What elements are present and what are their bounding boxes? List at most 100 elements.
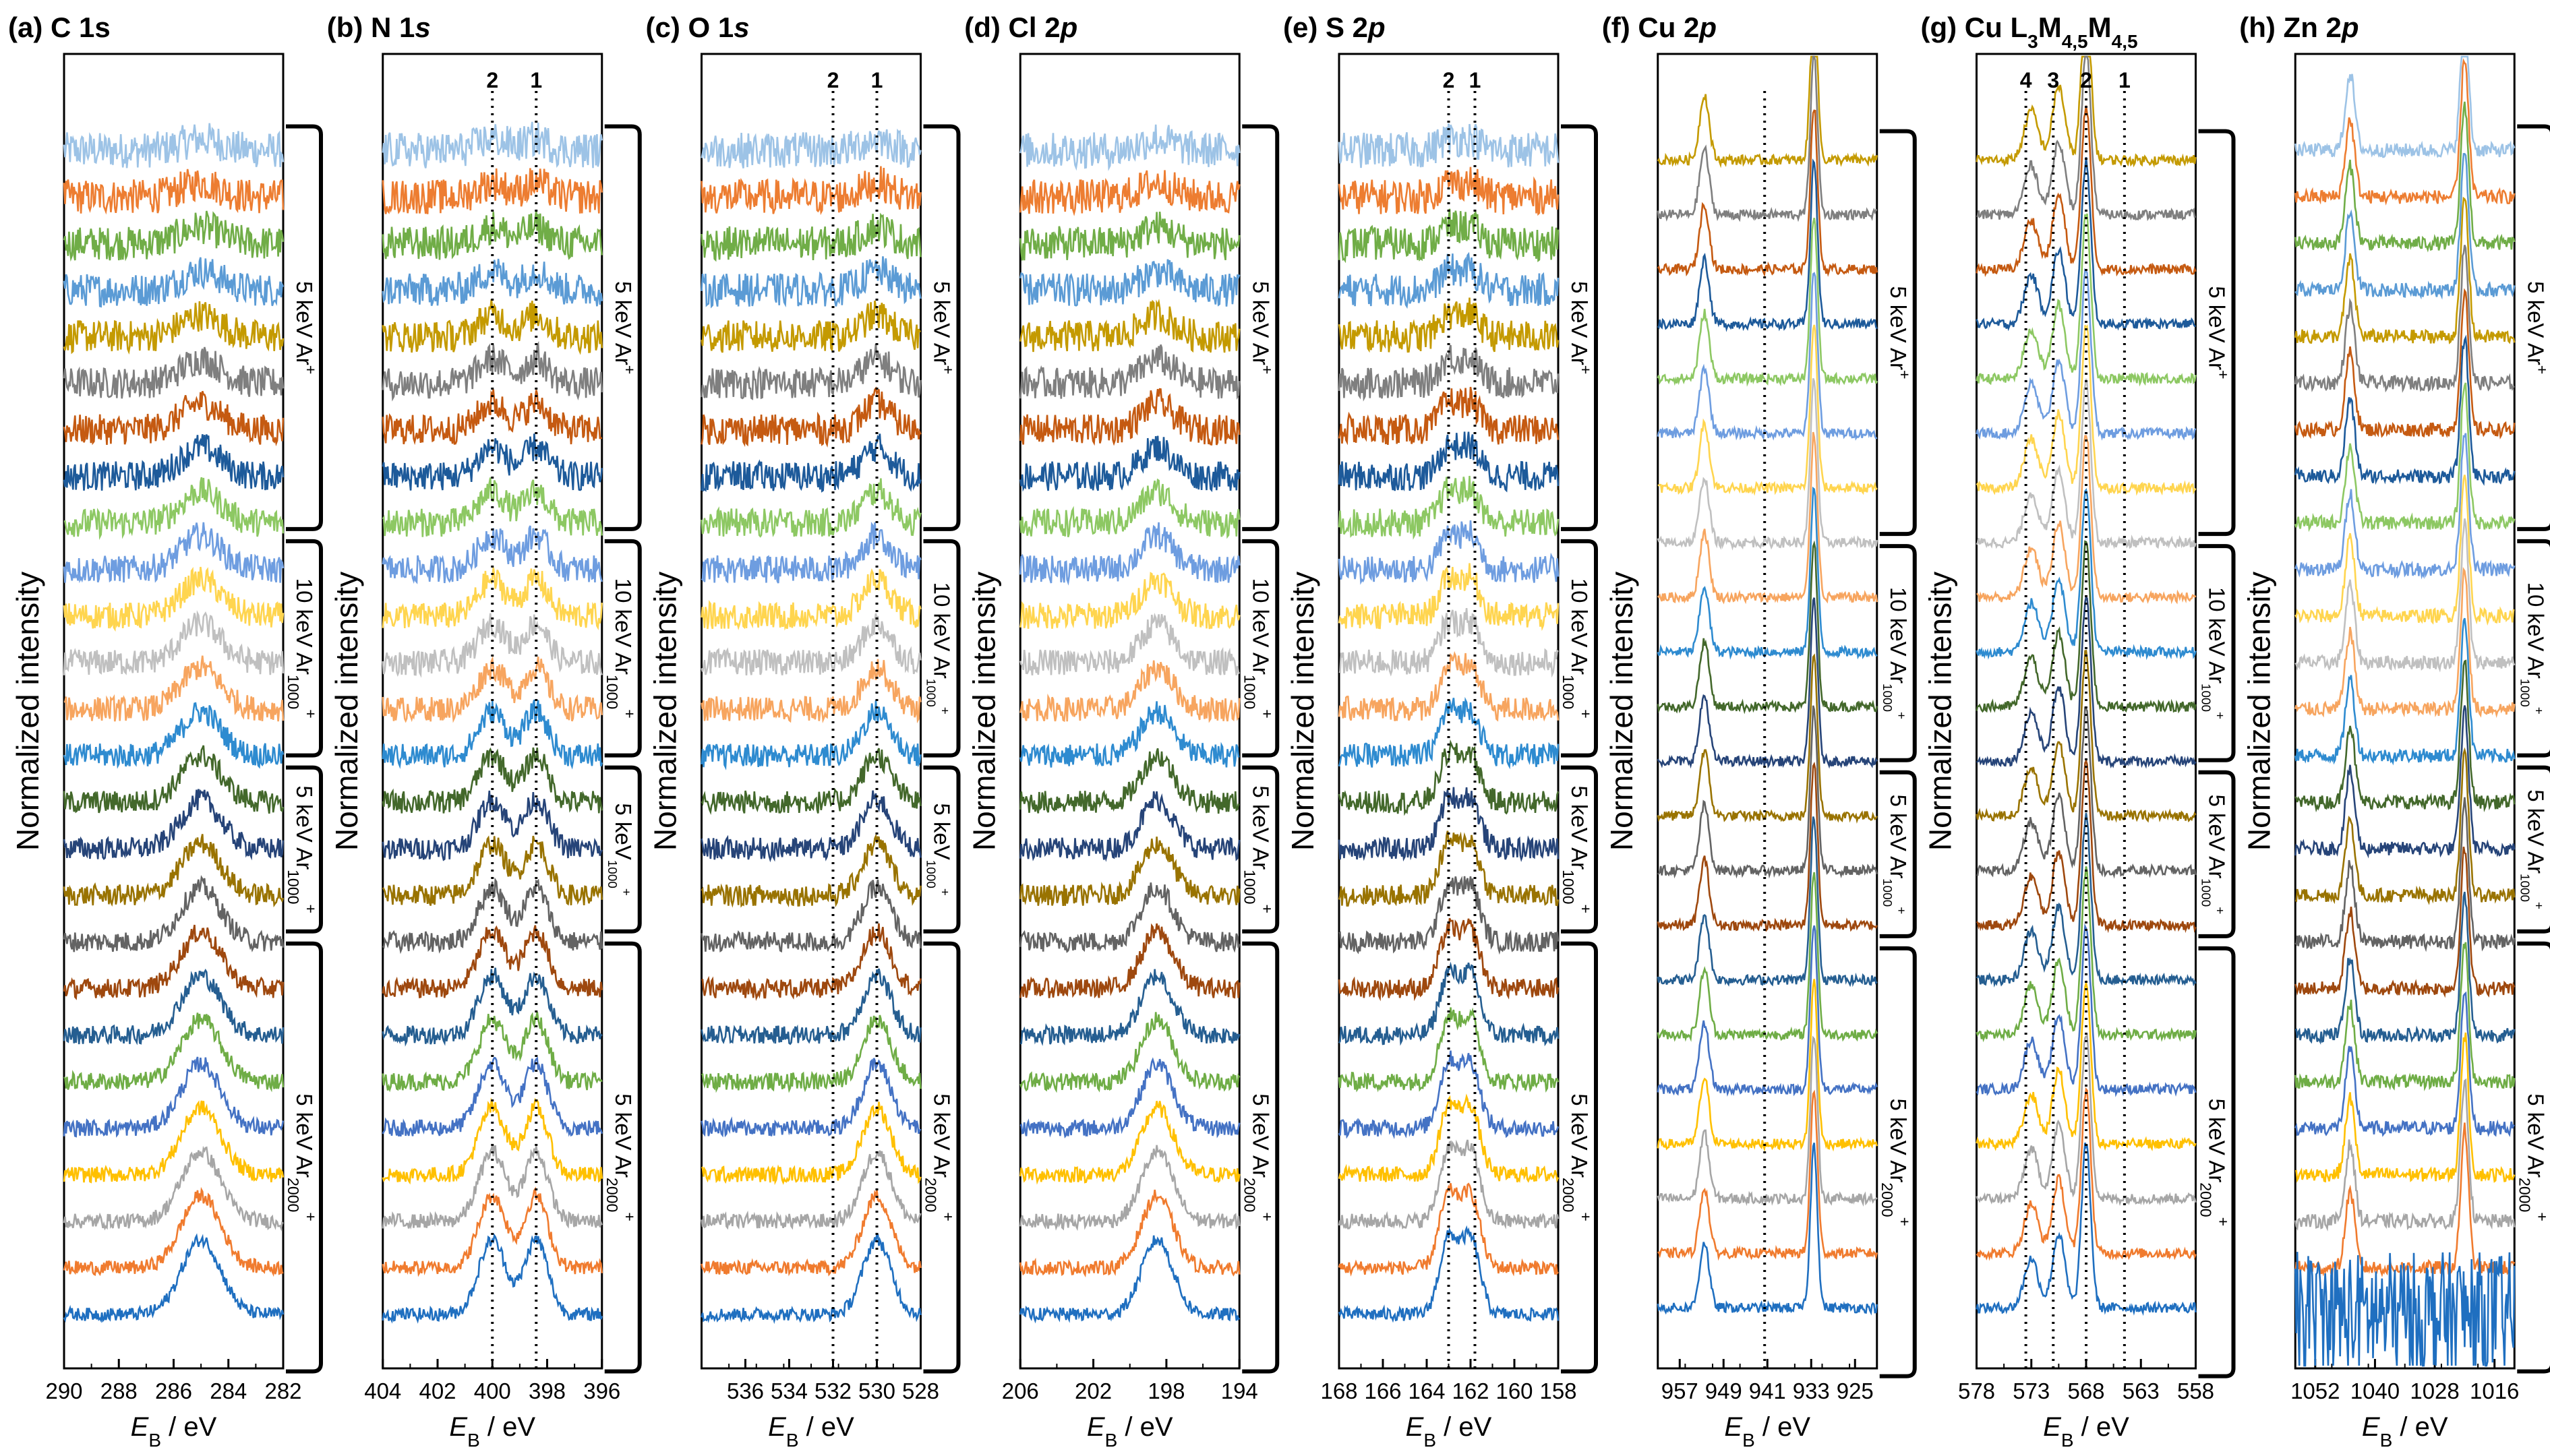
spectrum-line xyxy=(63,169,285,215)
treatment-bracket xyxy=(604,539,642,758)
spectrum-line xyxy=(1019,701,1240,768)
spectrum-line xyxy=(63,789,285,861)
spectrum-line xyxy=(382,568,603,630)
spectrum-line xyxy=(2294,152,2516,300)
spectrum-line xyxy=(382,1145,603,1230)
bracket-label: 5 keV Ar+ xyxy=(1567,281,1595,374)
spectrum-line xyxy=(1657,486,1878,660)
spectrum-line xyxy=(1338,917,1560,1002)
spectrum-line xyxy=(1657,109,1878,278)
peak-marker-label: 1 xyxy=(1469,68,1481,92)
spectrum-line xyxy=(1976,595,2197,769)
spectrum-line xyxy=(2294,58,2516,206)
spectrum-line xyxy=(63,522,285,584)
spectrum-line xyxy=(1976,213,2197,387)
treatment-bracket xyxy=(1242,539,1280,758)
panel-title: (h) Zn 2p xyxy=(2239,11,2359,43)
spectrum-line xyxy=(1657,55,1877,222)
y-axis-label: Normalized intensity xyxy=(1604,572,1639,851)
bracket-label: 10 keV Ar1000+ xyxy=(1880,587,1911,719)
bracket-label: 5 keV Ar1000+ xyxy=(2199,794,2230,914)
x-tick-label: 578 xyxy=(1958,1378,1995,1403)
spectrum-line xyxy=(1976,1087,2197,1261)
panel-e: (e) S 2p Normalized intensity 168 166 164 162… xyxy=(1283,11,1598,1451)
spectrum-line xyxy=(1019,1189,1241,1278)
bracket-label: 5 keV Ar2000+ xyxy=(285,1093,320,1221)
bracket-label: 10 keV Ar1000+ xyxy=(1241,578,1276,719)
spectrum-line xyxy=(1976,540,2197,714)
bracket-label: 5 keV Ar1000+ xyxy=(2518,789,2549,909)
spectrum-line xyxy=(1019,882,1241,953)
x-tick-label: 198 xyxy=(1148,1378,1185,1403)
x-tick-label: 206 xyxy=(1002,1378,1039,1403)
spectrum-line xyxy=(1657,761,1878,932)
spectrum-line xyxy=(63,477,285,541)
spectrum-line xyxy=(1338,166,1560,216)
panel-title: (f) Cu 2p xyxy=(1602,11,1717,43)
spectrum-line xyxy=(1019,572,1241,630)
spectrum-line xyxy=(1338,961,1560,1047)
peak-marker-label: 1 xyxy=(530,68,542,92)
spectrum-line xyxy=(1019,969,1241,1046)
spectrum-line xyxy=(2294,433,2516,580)
spectrum-line xyxy=(382,747,603,814)
spectrum-line xyxy=(1338,251,1560,309)
spectrum-line xyxy=(63,655,285,722)
x-axis-label: EB / eV xyxy=(449,1412,535,1451)
plot-frame xyxy=(1657,53,1878,1370)
peak-marker-label: 1 xyxy=(871,68,883,92)
bracket-label: 5 keV1000+ xyxy=(605,803,636,895)
spectrum-line xyxy=(382,1056,603,1137)
x-tick-label: 162 xyxy=(1452,1378,1489,1403)
spectrum-line xyxy=(1657,158,1878,332)
panel-title: (b) N 1s xyxy=(327,11,431,43)
spectrum-line xyxy=(1338,830,1560,907)
x-axis-label: EB / eV xyxy=(768,1412,854,1451)
spectrum-line xyxy=(1976,758,2197,934)
spectrum-line xyxy=(701,212,922,262)
spectrum-line xyxy=(1338,1007,1560,1093)
panel-h: (h) Zn 2p Normalized intensity 1052 1040 102… xyxy=(2239,11,2550,1451)
spectrum-line xyxy=(63,1145,284,1232)
treatment-bracket xyxy=(2198,770,2236,938)
spectrum-line xyxy=(701,659,922,724)
spectrum-line xyxy=(382,1011,603,1093)
treatment-bracket xyxy=(286,941,323,1374)
spectrum-line xyxy=(382,121,603,169)
bracket-label: 10 keV Ar1000+ xyxy=(1560,578,1595,719)
panel-title: (a) C 1s xyxy=(8,11,111,43)
spectrum-line xyxy=(1657,1143,1878,1316)
spectrum-line xyxy=(1657,55,1878,169)
spectrum-line xyxy=(382,790,603,861)
treatment-bracket xyxy=(2517,941,2550,1374)
plot-frame xyxy=(1976,53,2197,1370)
spectrum-line xyxy=(2294,1252,2516,1367)
x-tick-label: 286 xyxy=(155,1378,192,1403)
spectrum-line xyxy=(1338,696,1560,770)
spectrum-line xyxy=(1019,388,1241,446)
spectrum-line xyxy=(382,613,603,678)
treatment-bracket xyxy=(1561,941,1598,1374)
spectrum-line xyxy=(382,525,603,584)
bracket-label: 5 keV Ar1000+ xyxy=(1880,794,1911,914)
x-tick-label: 288 xyxy=(100,1378,138,1403)
panel-a: (a) C 1s Normalized intensity 290 288 286 284… xyxy=(8,11,323,1451)
spectrum-line xyxy=(1657,653,1878,824)
bracket-label: 10 keV Ar1000+ xyxy=(2518,582,2549,715)
spectrum-line xyxy=(701,344,922,400)
spectrum-line xyxy=(1657,218,1878,387)
spectrum-line xyxy=(701,613,922,675)
bracket-label: 5 keV Ar+ xyxy=(2523,281,2550,374)
spectrum-line xyxy=(2294,55,2516,158)
peak-marker-label: 1 xyxy=(2118,68,2131,92)
treatment-bracket xyxy=(1561,124,1598,531)
spectrum-line xyxy=(1976,435,2197,605)
spectrum-line xyxy=(1657,597,1878,769)
spectrum-line xyxy=(2294,617,2516,766)
spectrum-line xyxy=(1976,649,2197,823)
spectrum-line xyxy=(63,924,285,1000)
spectrum-line xyxy=(1019,211,1241,261)
spectrum-line xyxy=(382,389,602,446)
spectrum-line xyxy=(63,210,285,262)
